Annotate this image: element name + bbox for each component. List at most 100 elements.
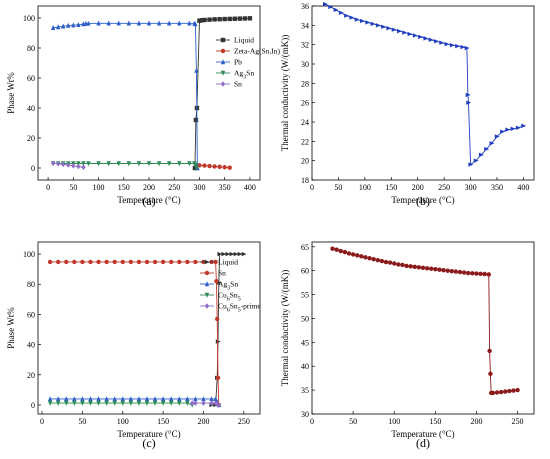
data-point [478,271,483,276]
chart-panel-a: 0 50 100 150 200 250 300 350 400 0 20 40 60 80 100 Temp… [6,5,281,208]
x-tick-label: 400 [244,183,256,192]
data-point [136,161,142,167]
data-point [232,16,237,21]
data-point [136,400,142,406]
data-point [177,161,182,167]
data-point [160,259,166,265]
data-point [391,27,397,32]
x-tick-label: 150 [385,183,397,192]
data-point [72,396,77,402]
data-point [80,259,85,265]
data-point [86,20,91,26]
y-tick-label: 55 [301,291,309,300]
legend-marker [204,292,210,298]
data-point [80,396,85,402]
y-tick-label: 20 [27,371,35,380]
data-point [396,262,401,267]
data-point [222,165,227,170]
y-tick-label: 18 [301,176,309,185]
x-tick-label: 250 [438,183,450,192]
data-point [500,129,505,134]
y-tick-label: 24 [301,118,309,127]
data-point [437,267,442,272]
data-point [474,271,479,276]
data-point [375,23,381,28]
legend-label: Cu6Sn5-prime [218,302,261,314]
data-point [64,259,69,265]
data-point [66,22,71,28]
data-point [177,396,182,402]
data-point [408,264,413,269]
data-point [156,20,162,26]
data-point [449,42,455,48]
y-tick-label: 45 [301,338,309,347]
y-tick-label: 22 [301,137,309,146]
data-point [489,141,495,146]
y-tick-label: 30 [301,60,309,69]
data-point [177,400,182,406]
data-point [128,396,134,402]
legend-marker [220,59,226,65]
legend-label: Cu6Sn5 [218,291,241,303]
data-point [434,39,439,44]
series-Sn [50,160,86,170]
data-point [466,100,472,105]
data-point [407,31,413,37]
data-point [104,400,109,406]
series-line [324,3,524,166]
y-axis-label: Thermal conductivity (W/(mK)) [280,270,290,386]
x-tick-label: 300 [465,183,477,192]
panel-label: (a) [142,194,155,208]
x-tick-label: 0 [46,183,50,192]
data-point [81,164,86,170]
data-point [439,40,445,45]
x-tick-label: 400 [517,183,529,192]
data-point [510,126,516,131]
data-point [505,127,511,132]
panel-label: (d) [416,436,430,450]
data-point [55,259,61,265]
y-tick-label: 60 [27,74,35,83]
y-tick-label: 36 [301,2,309,11]
x-tick-label: 0 [40,417,44,426]
y-tick-label: 30 [301,410,309,419]
data-point [429,266,434,271]
data-point [106,20,111,26]
data-point [144,396,150,402]
data-point [460,44,466,50]
data-point [136,396,142,402]
series-Sn [47,259,222,408]
data-point [71,22,76,28]
data-point [494,390,500,395]
series-Cu6Sn5-prime [189,400,222,408]
data-point [72,400,77,406]
data-point [449,268,454,274]
data-point [193,162,198,168]
legend-marker [220,70,226,76]
data-point [126,20,132,26]
data-point [61,161,66,168]
data-point [55,161,61,167]
data-point [116,20,121,26]
y-tick-label: 60 [27,310,35,319]
data-point [217,164,222,169]
data-point [455,43,461,49]
data-point [386,26,392,31]
data-point [371,257,376,262]
data-point [484,146,490,152]
legend-marker [204,303,210,309]
data-point [404,263,409,269]
legend-marker [204,259,210,265]
data-point [359,254,364,259]
data-point [152,400,158,406]
data-point [152,259,158,265]
data-point [197,18,202,23]
series-Liquid [192,16,253,171]
series-values [330,246,520,396]
data-point [209,400,214,406]
data-point [96,259,101,265]
x-tick-label: 150 [118,183,130,192]
series-line [50,398,220,406]
data-point [507,388,512,394]
